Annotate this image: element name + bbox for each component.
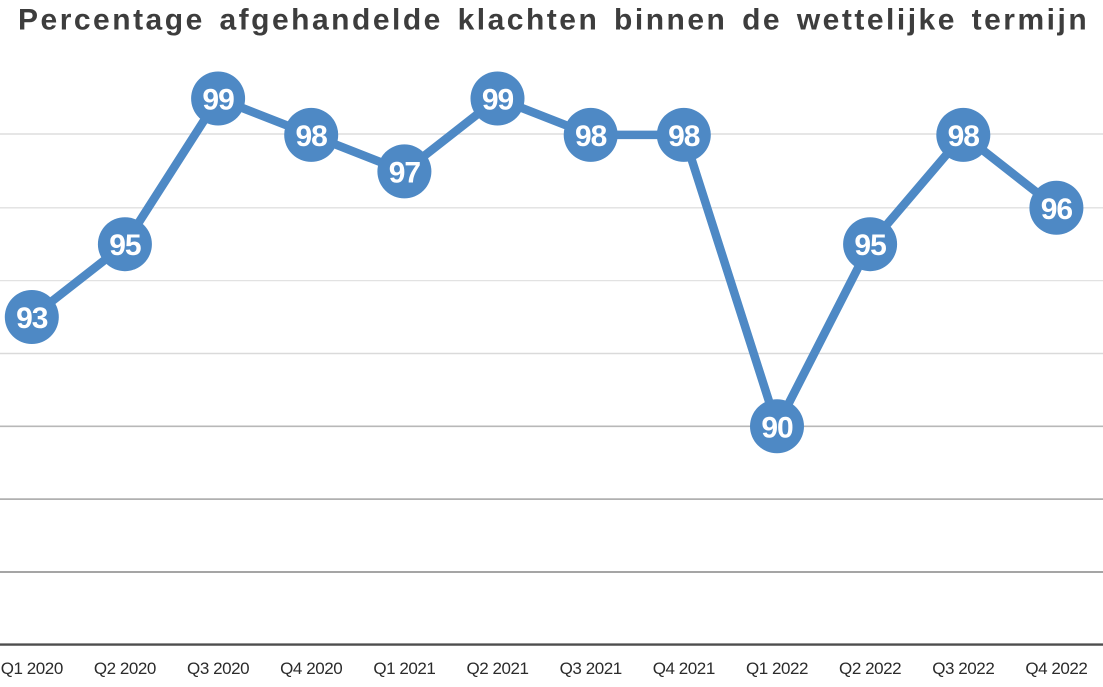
svg-text:Q4 2022: Q4 2022: [1025, 659, 1087, 678]
svg-text:97: 97: [389, 156, 421, 189]
svg-text:98: 98: [296, 120, 328, 153]
svg-text:Q3 2021: Q3 2021: [560, 659, 622, 678]
svg-text:96: 96: [1041, 193, 1073, 226]
svg-text:95: 95: [854, 229, 886, 262]
svg-text:Q1 2020: Q1 2020: [1, 659, 63, 678]
svg-text:Q1 2022: Q1 2022: [746, 659, 808, 678]
svg-text:Q4 2020: Q4 2020: [280, 659, 342, 678]
svg-text:Q1 2021: Q1 2021: [373, 659, 435, 678]
svg-text:Q3 2022: Q3 2022: [932, 659, 994, 678]
svg-text:93: 93: [16, 302, 48, 335]
svg-text:90: 90: [761, 411, 793, 444]
svg-text:95: 95: [109, 229, 141, 262]
svg-text:Q2 2022: Q2 2022: [839, 659, 901, 678]
svg-text:98: 98: [668, 120, 700, 153]
svg-text:98: 98: [948, 120, 980, 153]
svg-text:Q3 2020: Q3 2020: [187, 659, 249, 678]
svg-text:Q4 2021: Q4 2021: [653, 659, 715, 678]
svg-text:99: 99: [202, 84, 234, 117]
svg-text:99: 99: [482, 84, 514, 117]
svg-text:Q2 2020: Q2 2020: [94, 659, 156, 678]
svg-text:Q2 2021: Q2 2021: [466, 659, 528, 678]
svg-text:98: 98: [575, 120, 607, 153]
svg-text:Percentage afgehandelde klacht: Percentage afgehandelde klachten binnen …: [18, 4, 1089, 37]
